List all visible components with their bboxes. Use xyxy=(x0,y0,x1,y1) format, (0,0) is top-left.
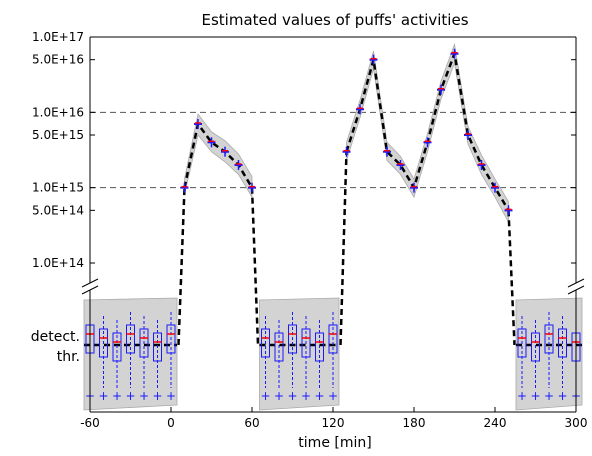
y-tick-label-0: 1.0E+17 xyxy=(32,30,84,44)
chart-title: Estimated values of puffs' activities xyxy=(201,11,468,29)
y-tick-label-2: 1.0E+16 xyxy=(32,105,84,119)
lower-panel: + + + + + + + + + + + + + + + + + + xyxy=(83,297,583,411)
drop-line-end-0 xyxy=(250,187,260,346)
x-tick-label-4: 180 xyxy=(403,416,426,430)
upper-panel xyxy=(90,42,576,346)
box-3 xyxy=(126,324,135,354)
box-5 xyxy=(153,332,162,362)
y-tick-label-5: 5.0E+14 xyxy=(32,203,84,217)
box-outlier-12: + xyxy=(328,389,338,403)
box-12 xyxy=(328,324,338,354)
box-1 xyxy=(99,328,108,358)
box-outlier-10: + xyxy=(301,389,311,403)
detect-threshold-label-1: detect. xyxy=(31,329,80,345)
y-tick-label-1: 5.0E+16 xyxy=(32,53,84,67)
box-13 xyxy=(517,328,527,358)
drop-line-start-0 xyxy=(177,187,186,346)
box-7 xyxy=(261,328,270,358)
axes: 1.0E+17 5.0E+16 1.0E+16 5.0E+15 1.0E+15 5.0E+… xyxy=(32,30,587,430)
box-outlier-1: + xyxy=(98,389,108,403)
y-tick-label-6: 1.0E+14 xyxy=(32,256,84,270)
box-14 xyxy=(531,332,540,362)
box-outlier-11: + xyxy=(314,389,324,403)
drop-line-start-1 xyxy=(339,151,348,346)
y-tick-label-3: 5.0E+15 xyxy=(32,128,84,142)
box-outlier-13: + xyxy=(517,389,527,403)
axis-break-mark-0 xyxy=(81,278,99,288)
box-8 xyxy=(274,332,284,362)
box-outlier-4: + xyxy=(139,389,149,403)
box-4 xyxy=(139,328,149,358)
box-15 xyxy=(544,324,554,354)
axis-break-mark-3 xyxy=(567,285,585,295)
uncertainty-band-0 xyxy=(184,113,253,199)
box-outlier-3: + xyxy=(125,389,135,403)
x-tick-label-1: 0 xyxy=(167,416,175,430)
x-tick-label-2: 60 xyxy=(244,416,259,430)
y-tick-label-4: 1.0E+15 xyxy=(32,181,84,195)
x-tick-label-3: 120 xyxy=(322,416,345,430)
box-outlier-6: + xyxy=(166,389,176,403)
box-outlier-5: + xyxy=(152,389,162,403)
box-6 xyxy=(166,324,176,354)
axis-break-mark-1 xyxy=(81,285,99,295)
box-11 xyxy=(315,332,324,362)
median-line-0 xyxy=(183,121,254,189)
box-outlier-15: + xyxy=(544,389,554,403)
box-outlier-16: + xyxy=(557,389,567,403)
box-outlier-2: + xyxy=(112,389,122,403)
x-tick-label-5: 240 xyxy=(484,416,507,430)
box-9 xyxy=(288,324,297,354)
box-2 xyxy=(112,332,122,362)
drop-line-end-1 xyxy=(507,210,516,346)
box-outlier-14: + xyxy=(530,389,540,403)
box-outlier-8: + xyxy=(274,389,284,403)
box-outlier-9: + xyxy=(287,389,297,403)
x-axis-label: time [min] xyxy=(298,435,371,451)
box-outlier-7: + xyxy=(260,389,270,403)
x-tick-label-6: 300 xyxy=(565,416,588,430)
axis-break-mark-2 xyxy=(567,278,585,288)
x-tick-label-0: -60 xyxy=(80,416,100,430)
box-10 xyxy=(301,328,311,358)
box-16 xyxy=(558,328,567,358)
detect-threshold-label-2: thr. xyxy=(57,349,80,365)
